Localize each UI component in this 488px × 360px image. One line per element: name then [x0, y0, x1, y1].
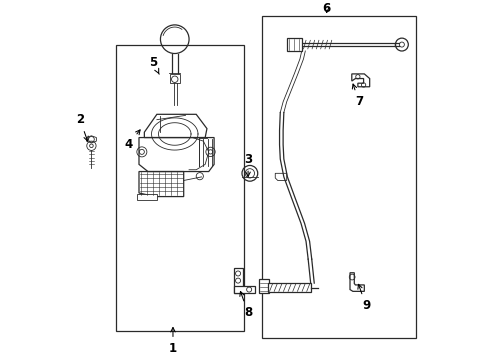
Bar [169, 74, 180, 83]
Text: 2: 2 [76, 113, 88, 141]
Text: 8: 8 [240, 292, 252, 319]
Text: 3: 3 [244, 153, 252, 176]
Text: 9: 9 [357, 284, 369, 312]
Text: 6: 6 [322, 2, 330, 15]
Bar [287, 38, 301, 51]
Bar [267, 283, 310, 292]
Bar [262, 16, 415, 338]
Text: 1: 1 [168, 328, 177, 355]
Bar [116, 45, 244, 331]
Text: 5: 5 [149, 56, 159, 74]
Bar [233, 268, 242, 293]
Bar [137, 194, 157, 200]
Bar [233, 286, 255, 293]
Bar [258, 279, 268, 293]
Text: 4: 4 [124, 130, 140, 151]
Text: 7: 7 [352, 84, 362, 108]
